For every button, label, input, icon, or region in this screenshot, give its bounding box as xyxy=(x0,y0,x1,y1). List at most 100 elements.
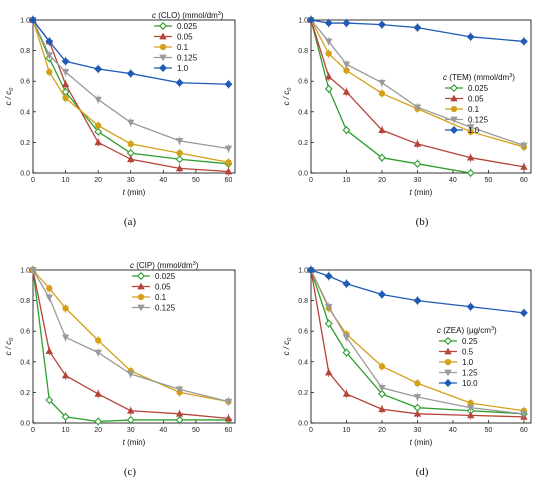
y-tick-label: 0.0 xyxy=(20,421,30,428)
x-tick-label: 50 xyxy=(192,427,200,434)
data-point xyxy=(342,334,351,342)
data-point xyxy=(45,294,54,302)
legend-marker xyxy=(159,22,167,30)
data-point xyxy=(342,279,351,288)
legend-entry: 0.125 xyxy=(177,54,198,63)
y-tick-label: 0.4 xyxy=(20,359,30,366)
data-point xyxy=(29,267,37,274)
data-point xyxy=(378,90,386,97)
x-tick-label: 40 xyxy=(449,177,457,184)
legend-marker xyxy=(444,337,452,345)
data-point xyxy=(466,411,475,419)
data-point xyxy=(175,164,184,172)
data-point xyxy=(466,153,475,161)
data-point xyxy=(466,169,475,177)
y-tick-label: 0.8 xyxy=(298,298,308,305)
data-point xyxy=(324,19,333,28)
data-point xyxy=(307,266,315,274)
y-axis-label: c / c0 xyxy=(282,87,293,106)
series-0.025 xyxy=(307,15,475,178)
data-point xyxy=(126,415,135,424)
data-point xyxy=(61,412,70,421)
legend-entry: 0.025 xyxy=(177,22,198,31)
series-0.1 xyxy=(29,265,232,407)
data-point xyxy=(45,347,54,354)
data-point xyxy=(225,159,232,166)
legend-entry: 0.1 xyxy=(155,293,167,302)
data-point xyxy=(127,371,135,378)
legend-marker xyxy=(159,43,167,51)
legend-title: c (TEM) (mmol/dm3) xyxy=(443,73,515,82)
x-axis-label: t (min) xyxy=(410,188,433,197)
legend: c (CIP) (mmol/dm3) 0.025 0.050.1 0.125 xyxy=(130,261,199,313)
legend-entry: 0.125 xyxy=(468,116,489,125)
data-point xyxy=(413,104,422,112)
series-10.0 xyxy=(307,265,528,318)
x-tick-label: 0 xyxy=(31,177,35,184)
data-point xyxy=(127,140,134,148)
series-0.1 xyxy=(307,15,528,152)
data-point xyxy=(127,406,135,414)
y-tick-label: 0.6 xyxy=(298,329,308,336)
data-point xyxy=(45,52,54,60)
y-tick-label: 0.6 xyxy=(298,79,308,86)
data-point xyxy=(342,19,351,28)
data-point xyxy=(224,398,233,406)
x-tick-label: 60 xyxy=(520,427,528,434)
legend-marker xyxy=(159,32,167,40)
y-tick-label: 1.0 xyxy=(298,268,308,275)
data-point xyxy=(378,79,386,87)
data-point xyxy=(466,302,475,311)
data-point xyxy=(324,84,333,93)
data-point xyxy=(94,349,102,357)
legend-entry: 0.125 xyxy=(155,304,176,313)
data-point xyxy=(342,390,351,397)
data-point xyxy=(325,368,333,376)
data-point xyxy=(520,163,528,170)
x-tick-label: 60 xyxy=(225,177,233,184)
legend-title: c (CLO) (mmol/dm3) xyxy=(152,11,224,20)
legend-title: c (ZEA) (µg/cm3) xyxy=(437,326,497,335)
x-axis-label: t (min) xyxy=(123,438,146,447)
data-point xyxy=(224,414,233,422)
x-tick-label: 30 xyxy=(127,177,135,184)
legend-entry: 1.0 xyxy=(468,126,480,135)
legend-marker xyxy=(137,282,145,290)
data-point xyxy=(94,390,102,397)
legend-entry: 0.1 xyxy=(468,105,480,114)
y-axis-label: c / c0 xyxy=(4,337,15,356)
series-line xyxy=(32,269,229,403)
legend-marker xyxy=(450,94,458,102)
series-line xyxy=(310,269,524,415)
data-point xyxy=(377,20,386,29)
x-tick-label: 0 xyxy=(309,427,313,434)
y-tick-label: 0.2 xyxy=(20,140,30,147)
data-point xyxy=(176,149,183,157)
x-tick-label: 30 xyxy=(414,177,422,184)
legend-entry: 0.1 xyxy=(177,43,189,52)
y-tick-label: 0.8 xyxy=(20,48,30,55)
data-point xyxy=(520,142,528,150)
x-tick-label: 0 xyxy=(309,177,313,184)
data-point xyxy=(307,16,315,24)
series-1.0 xyxy=(29,15,233,89)
chart-panel-2: 0 10 20 30 40 50 60 0.0 0.2 0.4 0.6 0.8 1.0 t (min) c … xyxy=(282,15,532,228)
y-axis-label: c / c0 xyxy=(4,87,15,106)
legend-marker xyxy=(444,379,452,387)
data-point xyxy=(378,363,386,370)
series-line xyxy=(310,269,524,415)
data-point xyxy=(94,138,102,146)
y-tick-label: 0.8 xyxy=(298,48,308,55)
data-point xyxy=(325,50,332,57)
series-line xyxy=(310,19,471,174)
x-tick-label: 40 xyxy=(449,427,457,434)
data-point xyxy=(519,37,528,46)
data-point xyxy=(324,272,333,281)
data-point xyxy=(94,417,103,426)
data-point xyxy=(61,80,70,88)
data-point xyxy=(127,119,135,127)
legend-entry: 0.5 xyxy=(462,348,474,357)
data-point xyxy=(342,348,351,357)
